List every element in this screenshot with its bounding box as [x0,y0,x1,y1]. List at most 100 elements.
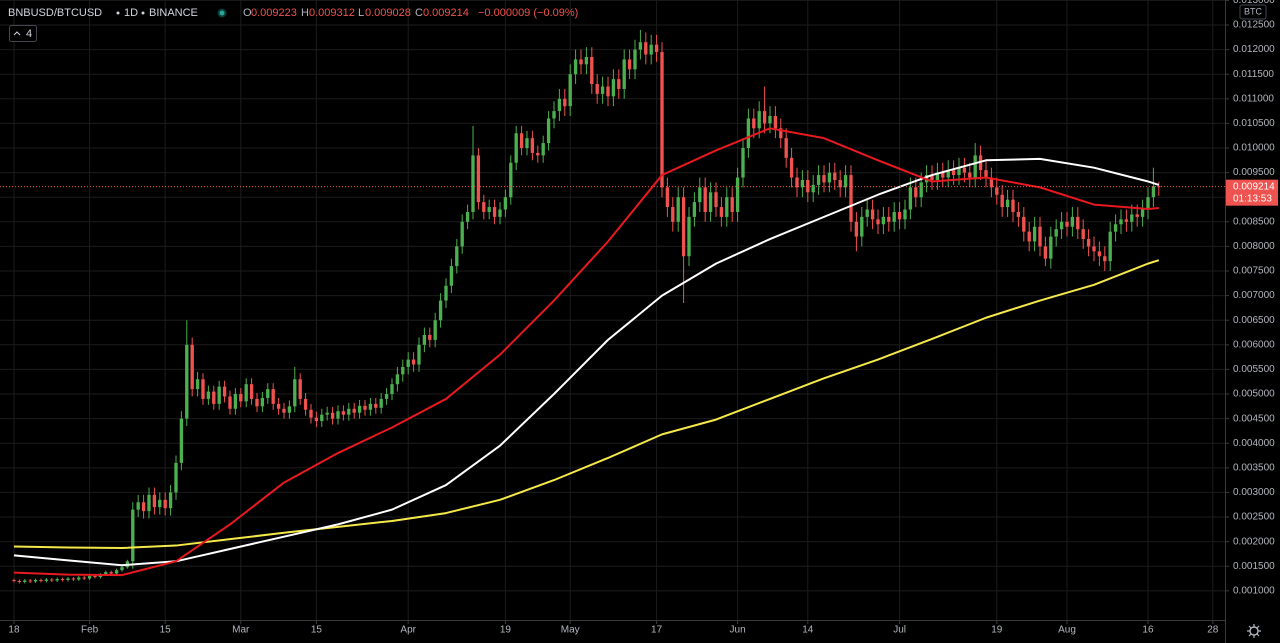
candle-body [179,418,184,463]
candle-body [968,172,972,178]
x-tick-label: Feb [81,625,99,636]
candle-body [897,211,902,220]
x-tick-label: 17 [651,625,663,636]
candle-body [395,374,400,385]
candle-body [800,179,805,188]
candle-body [984,170,988,178]
candle-body [671,207,675,222]
status-icon [219,10,225,16]
interval: 1D [124,7,138,19]
candle-body [919,182,923,198]
unit: BTC [1244,6,1263,16]
candle-body [644,42,648,55]
candle-body [546,118,551,144]
candle-body [1011,199,1015,212]
candle-body [503,197,508,210]
candle-body [568,74,572,107]
candle-body [50,579,54,581]
candle-body [384,394,389,399]
candle-body [773,116,778,129]
candle-body [71,578,76,580]
candle-body [260,397,265,407]
x-tick-label: 14 [802,625,814,636]
candle-body [255,398,259,407]
candle-body [17,580,22,582]
candle-body [438,300,443,321]
x-tick-label: Aug [1058,625,1076,636]
y-tick-label: 0.011000 [1233,93,1274,104]
candle-body [827,172,832,183]
y-tick-label: 0.005500 [1233,364,1275,375]
candle-body [833,172,837,180]
candle-body [379,398,383,408]
candle-body [168,492,173,509]
indicator-button[interactable] [9,25,37,42]
last-price: 0.009214 [1233,181,1275,192]
candle-body [244,384,248,402]
candle-body [757,111,761,129]
candle-body [509,162,513,198]
candle-body [1032,226,1037,242]
candle-body [816,175,821,185]
y-tick-label: 0.008500 [1233,216,1275,227]
candle-body [843,175,848,188]
y-tick-label: 0.005000 [1233,389,1275,400]
indicator-toggle[interactable]: 4 [9,25,37,42]
ohlc-letter: H [301,7,309,19]
candle-body [708,192,713,212]
change: −0.000009 (−0.09%) [478,7,578,19]
moving-average-line [13,127,1159,577]
candle-body [309,409,313,418]
candle-body [341,411,346,415]
y-tick-label: 0.006000 [1233,339,1275,350]
y-tick-label: 0.010000 [1233,143,1275,154]
candle-body [276,403,281,409]
gear-teeth [1247,624,1261,638]
candle-body [174,462,178,493]
candle-body [1086,239,1091,247]
candle-body [914,187,918,198]
candle-body [1103,256,1107,262]
x-tick-label: 15 [160,625,172,636]
candle-body [530,138,535,153]
candle-body [1027,231,1031,242]
candle-body [870,209,875,220]
candle-body [33,579,38,582]
candle-body [114,570,119,574]
y-tick-label: 0.008000 [1233,241,1275,252]
y-tick-label: 0.012000 [1233,44,1275,55]
candle-body [649,44,653,55]
ohlc-letter: L [358,7,364,19]
candle-body [158,499,162,508]
settings-icon[interactable] [1247,624,1261,638]
candle-body [217,386,221,404]
candle-body [1043,246,1048,259]
candle-body [363,405,367,410]
candle-body [1124,219,1129,222]
candle-body [617,79,621,89]
candle-body [1151,186,1156,198]
candle-body [725,197,729,217]
exchange: BINANCE [149,7,198,19]
candle-body [995,187,999,195]
candle-body [552,111,556,119]
candle-body [109,572,113,574]
candle-body [55,579,59,581]
candle-body [941,172,945,178]
candle-body [417,344,421,365]
candle-body [390,384,394,395]
candle-body [60,579,65,581]
candle-body [271,389,275,404]
candle-body [681,197,686,257]
candle-body [336,411,340,419]
candle-body [303,398,308,410]
y-tick-label: 0.002500 [1233,512,1275,523]
candle-body [735,177,740,212]
candle-body [77,577,81,580]
candle-body [606,86,610,97]
candle-body [903,209,907,220]
candle-body [104,572,108,575]
candle-body [1140,209,1145,217]
